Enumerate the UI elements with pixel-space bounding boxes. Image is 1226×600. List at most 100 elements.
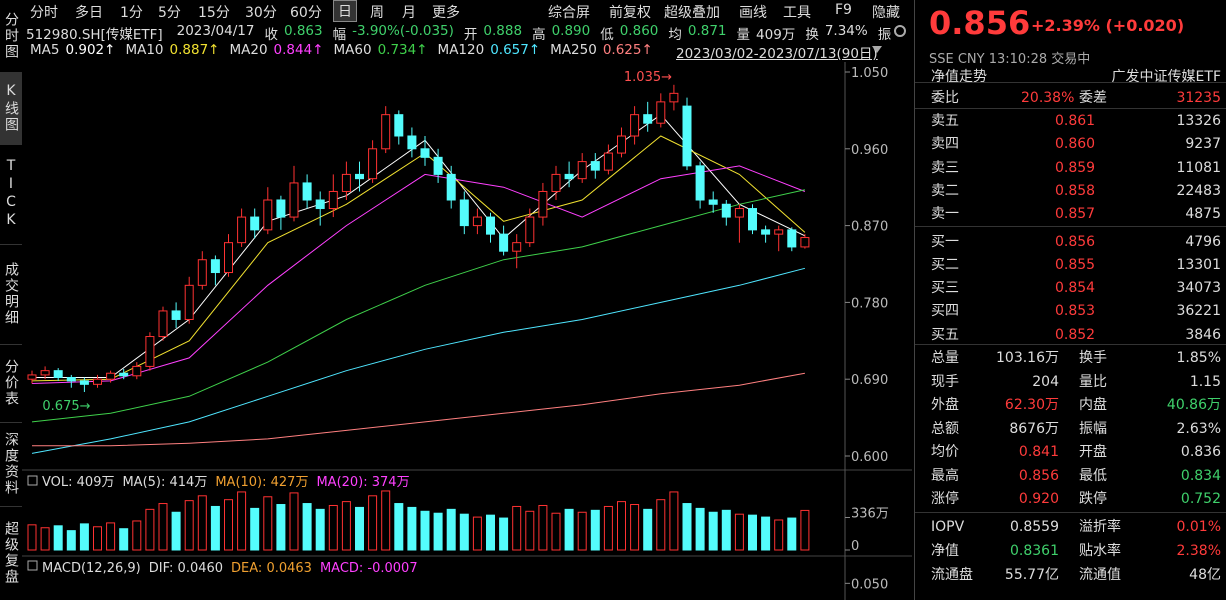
volume-bar [315, 508, 325, 551]
candle-body [761, 229, 771, 235]
volume-bar [800, 509, 810, 551]
volume-bar [40, 527, 50, 551]
volume-bar [682, 503, 692, 551]
cell: 贴水率 [1079, 543, 1121, 559]
side-tab[interactable]: TICK [0, 144, 22, 245]
info-value: 409万 [756, 27, 796, 43]
period-button[interactable]: 1分 [120, 5, 143, 21]
ma-name: MA10 [125, 42, 164, 58]
cell: 40.86万 [1166, 397, 1221, 413]
candle-body [774, 229, 784, 235]
candle-body [27, 374, 37, 380]
period-button[interactable]: 日 [333, 0, 357, 22]
quote-panel: 0.856 +2.39% (+0.020) SSE CNY 13:10:28 交易中… [914, 0, 1226, 600]
cell: 8676万 [1009, 420, 1059, 437]
volume-bar [27, 524, 37, 551]
candle-body [237, 216, 247, 244]
volume-bar [590, 509, 600, 551]
y-tick-label: 1.050 [851, 66, 888, 81]
volume-bar [184, 500, 194, 551]
candle-body [210, 259, 220, 274]
volume-bar [472, 516, 482, 551]
cell: 0.857 [1055, 206, 1096, 223]
ratio-row: 委比 20.38% 委差 31235 [915, 87, 1226, 110]
cell: 48亿 [1189, 567, 1221, 583]
nav-row: 净值走势 广发中证传媒ETF [915, 66, 1226, 89]
period-button[interactable]: 更多 [432, 5, 460, 21]
period-button[interactable]: 周 [370, 5, 384, 21]
candle-body [106, 372, 116, 380]
period-button[interactable]: 5分 [158, 5, 181, 21]
ma-value: 0.902↑ [65, 42, 116, 58]
info-row: 512980.SH[传媒ETF] 2023/04/17 收 0.863 幅 -3.90%(… [26, 23, 891, 43]
cell: 卖三 [931, 159, 959, 176]
candle-body [564, 173, 574, 180]
info-label: 量 [736, 27, 751, 43]
settings-icon[interactable] [894, 25, 906, 37]
tool-button[interactable]: 前复权 [609, 5, 651, 21]
candle-body [708, 199, 718, 205]
tool-button[interactable]: 隐藏 [872, 5, 900, 21]
candle-body [407, 135, 417, 150]
candle-body [577, 161, 587, 180]
volume-bar [171, 511, 181, 551]
volume-bar [224, 499, 233, 551]
cell: 现手 [931, 373, 959, 390]
period-button[interactable]: 月 [402, 5, 416, 21]
candle-body [669, 92, 679, 103]
ma-value: 0.734↑ [377, 42, 428, 58]
period-button[interactable]: 多日 [75, 5, 103, 21]
cell: 最低 [1079, 467, 1107, 484]
side-tab[interactable]: 超级复盘 [0, 506, 22, 600]
volume-bar [210, 505, 220, 551]
cell: 0.852 [1055, 326, 1096, 343]
panel-toggle[interactable] [27, 475, 38, 486]
tool-button[interactable]: 画线 [739, 5, 767, 21]
period-button[interactable]: 分时 [30, 5, 58, 21]
info-label: 开 [463, 27, 478, 43]
side-tab[interactable]: 成交明细 [0, 244, 22, 345]
candle-body [53, 370, 63, 378]
side-tab[interactable]: 分价表 [0, 344, 22, 423]
y-tick-label: 0 [851, 539, 859, 554]
y-tick-label: 0.960 [851, 143, 888, 158]
y-tick-label: 336万 [851, 506, 889, 521]
cell: 最高 [931, 467, 959, 484]
candle-body [341, 173, 351, 192]
tool-button[interactable]: F9 [835, 2, 852, 18]
volume-bar [341, 501, 351, 551]
period-button[interactable]: 30分 [245, 5, 277, 21]
period-button[interactable]: 60分 [290, 5, 322, 21]
side-tab[interactable]: 深度资料 [0, 422, 22, 507]
divider [915, 344, 1226, 345]
period-button[interactable]: 15分 [198, 5, 230, 21]
panel-toggle[interactable] [27, 560, 38, 571]
cell: 流通值 [1079, 567, 1121, 583]
dropdown-icon[interactable] [872, 46, 882, 53]
tool-button[interactable]: 超级叠加 [664, 5, 720, 21]
volume-bar [695, 507, 705, 551]
cell: 委差 [1079, 90, 1107, 106]
cell: 0.856 [1018, 467, 1059, 484]
cell: 34073 [1176, 280, 1221, 297]
ma-line [31, 189, 806, 423]
volume-bar [276, 504, 286, 551]
y-tick-label: 0.870 [851, 220, 888, 235]
info-value: 0.863 [283, 23, 323, 39]
volume-bar [564, 508, 574, 551]
order-row: 买四 0.853 36221 [915, 300, 1226, 323]
side-tab[interactable]: K线图 [0, 72, 22, 145]
candle-body [250, 216, 260, 231]
ma-line [31, 165, 806, 384]
y-tick-label: 0.780 [851, 296, 888, 311]
volume-bar [355, 506, 364, 551]
candle-body [315, 199, 325, 210]
cell: 0.841 [1018, 444, 1059, 460]
info-label: 幅 [332, 27, 347, 43]
cell: 0.860 [1055, 136, 1096, 153]
tool-button[interactable]: 综合屏 [548, 5, 590, 21]
cell: 卖一 [931, 206, 959, 223]
tool-button[interactable]: 工具 [783, 5, 811, 21]
volume-bar [669, 491, 679, 551]
cell: 0.752 [1180, 491, 1221, 507]
